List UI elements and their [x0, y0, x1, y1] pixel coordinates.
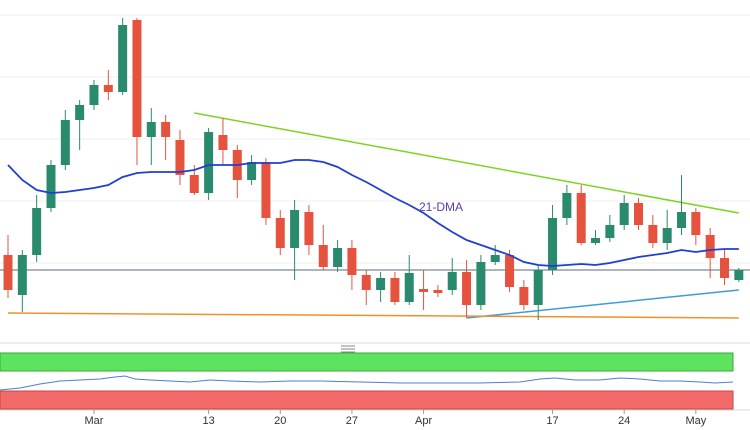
candle-body [361, 275, 371, 290]
candle-body [519, 287, 529, 305]
candle-body [290, 210, 300, 248]
oscillator-panel [0, 352, 734, 410]
candle-body [132, 20, 142, 137]
candle-body [218, 135, 228, 150]
candle-body [161, 122, 171, 137]
candle-body [734, 270, 744, 280]
candle-body [476, 262, 486, 305]
candle-body [619, 203, 629, 225]
candle-body [677, 212, 687, 228]
candle-body [318, 245, 328, 267]
candle-body [376, 278, 386, 290]
candle-body [634, 203, 644, 225]
x-tick-label: 17 [546, 415, 558, 427]
candle-body [490, 255, 500, 262]
candle-body [605, 225, 615, 238]
candle-body [447, 272, 457, 290]
candle-body [189, 175, 199, 193]
trendline [194, 112, 739, 214]
panel-separator [0, 342, 750, 353]
candle-body [75, 105, 85, 120]
candle-body [333, 248, 343, 267]
candle-body [146, 122, 156, 137]
candle-body [304, 212, 314, 245]
candle-body [347, 248, 357, 275]
x-tick-label: 13 [202, 415, 214, 427]
candle-body [505, 255, 515, 287]
trendline [466, 289, 739, 319]
candle-body [419, 289, 429, 292]
candle-body [720, 258, 729, 278]
candle-body [204, 132, 214, 193]
candle-body [17, 255, 27, 295]
candle-body [46, 165, 56, 208]
grid [0, 14, 750, 264]
candle-body [175, 140, 185, 175]
candle-body [548, 218, 558, 270]
candle-body [60, 120, 70, 165]
moving-average-line [7, 159, 739, 267]
trendline [7, 312, 739, 319]
x-tick-label: Mar [85, 415, 104, 427]
x-tick-label: May [685, 415, 706, 427]
candle-body [404, 273, 414, 302]
candle-body [247, 162, 257, 180]
oscillator-line [0, 375, 734, 391]
candle-body [462, 272, 472, 305]
x-tick-label: 20 [274, 415, 286, 427]
candle-body [533, 270, 543, 305]
candle-body [648, 225, 658, 243]
candle-body [576, 193, 586, 243]
candle-body [390, 278, 400, 302]
x-tick-label: 27 [346, 415, 358, 427]
candle-body [662, 228, 672, 243]
candle-body [103, 85, 113, 92]
candle-body [691, 212, 701, 235]
candle-body [89, 85, 99, 105]
overbought-band [0, 352, 734, 372]
x-tick-label: Apr [415, 415, 432, 427]
candle-body [562, 193, 572, 218]
candle-body [118, 25, 128, 92]
candle-body [32, 208, 42, 255]
series-label: 21-DMA [419, 200, 463, 214]
candle-body [275, 218, 285, 248]
oversold-band [0, 390, 734, 410]
x-tick-label: 24 [618, 415, 630, 427]
candle-body [705, 235, 715, 258]
candle-body [591, 238, 601, 243]
candle-body [433, 290, 443, 293]
candle-body [3, 255, 13, 290]
candle-body [261, 162, 271, 218]
